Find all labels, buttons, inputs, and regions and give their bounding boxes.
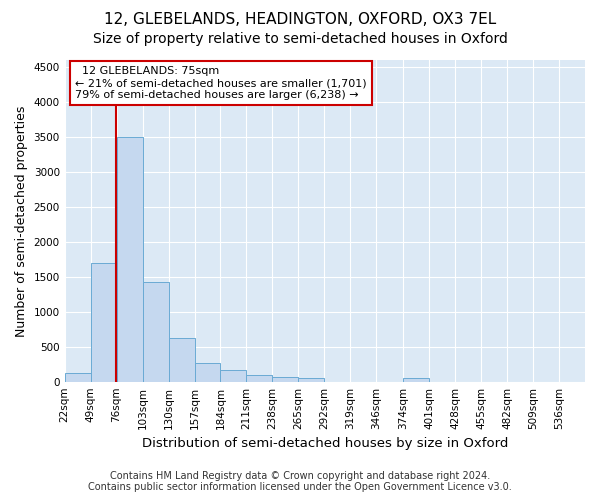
Text: Contains HM Land Registry data © Crown copyright and database right 2024.
Contai: Contains HM Land Registry data © Crown c…: [88, 471, 512, 492]
Text: Size of property relative to semi-detached houses in Oxford: Size of property relative to semi-detach…: [92, 32, 508, 46]
X-axis label: Distribution of semi-detached houses by size in Oxford: Distribution of semi-detached houses by …: [142, 437, 508, 450]
Bar: [298, 378, 325, 382]
Bar: [220, 370, 247, 382]
Bar: [169, 338, 194, 382]
Bar: [247, 374, 272, 382]
Text: 12, GLEBELANDS, HEADINGTON, OXFORD, OX3 7EL: 12, GLEBELANDS, HEADINGTON, OXFORD, OX3 …: [104, 12, 496, 28]
Bar: [403, 378, 429, 382]
Bar: [116, 137, 143, 382]
Text: 12 GLEBELANDS: 75sqm
← 21% of semi-detached houses are smaller (1,701)
79% of se: 12 GLEBELANDS: 75sqm ← 21% of semi-detac…: [75, 66, 367, 100]
Y-axis label: Number of semi-detached properties: Number of semi-detached properties: [15, 105, 28, 336]
Bar: [143, 282, 169, 382]
Bar: [272, 377, 298, 382]
Bar: [65, 372, 91, 382]
Bar: [91, 263, 116, 382]
Bar: [194, 363, 220, 382]
